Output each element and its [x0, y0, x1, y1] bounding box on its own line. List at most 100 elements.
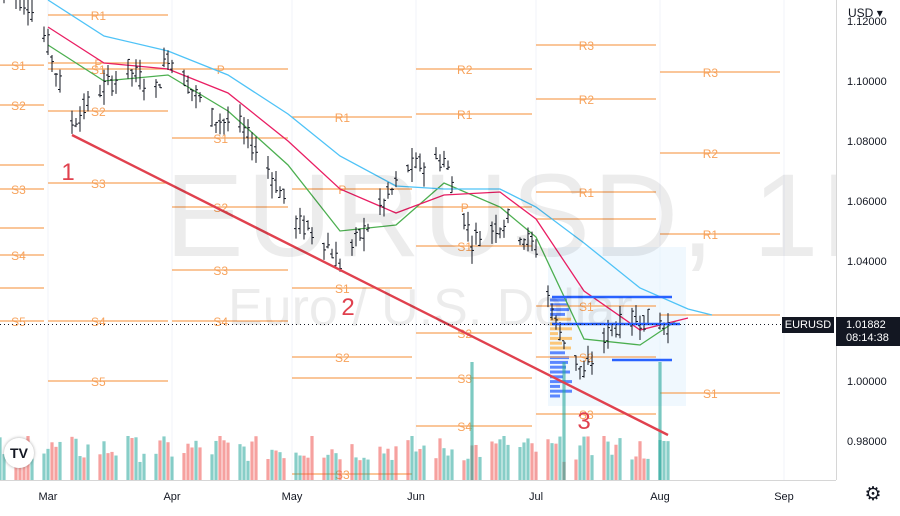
- volume-bar: [74, 438, 78, 480]
- pivot-label: S3: [213, 264, 228, 278]
- pivot-label: S4: [91, 315, 106, 329]
- pivot-label: R3: [703, 66, 719, 80]
- volume-bar: [462, 460, 466, 480]
- pivot-label: S2: [91, 105, 106, 119]
- pivot-label: R2: [457, 63, 473, 77]
- range-levels: [552, 295, 680, 362]
- month-tick-label: May: [282, 491, 303, 503]
- price-tick-label: 1.10000: [847, 76, 887, 88]
- volume-bar: [50, 442, 54, 480]
- volume-bar: [534, 451, 538, 480]
- volume-bar: [498, 439, 502, 480]
- gear-icon[interactable]: ⚙: [864, 484, 882, 505]
- profile-background: [548, 247, 686, 406]
- volume-bar: [606, 441, 610, 480]
- volume-bar: [634, 456, 638, 480]
- pivot-label: R2: [703, 147, 719, 161]
- moving-average-line: [47, 44, 677, 346]
- price-bars: [3, 0, 670, 380]
- volume-bar: [170, 456, 174, 480]
- volume-bar: [630, 459, 634, 480]
- price-tick-label: 1.00000: [847, 376, 887, 388]
- last-price-tag: 1.01882 08:14:38: [836, 316, 900, 346]
- volume-bar: [554, 443, 558, 480]
- volume-bar: [86, 444, 90, 480]
- volume-bar: [138, 461, 142, 480]
- volume-bar: [414, 451, 418, 480]
- pivot-label: S3: [457, 372, 472, 386]
- volume-bar: [278, 452, 282, 480]
- volume-bar: [110, 451, 114, 480]
- volume-bar: [586, 436, 590, 480]
- profile-row: [550, 375, 563, 379]
- chevron-down-icon: ▾: [876, 6, 883, 20]
- volume-bar: [322, 457, 326, 480]
- profile-row: [550, 332, 558, 336]
- volume-bar: [330, 449, 334, 480]
- profile-row: [550, 327, 572, 331]
- volume-bar: [30, 458, 34, 480]
- volume-bar: [578, 445, 582, 480]
- profile-row: [550, 360, 568, 364]
- volume-bar: [502, 436, 506, 480]
- month-tick-label: Aug: [650, 491, 670, 503]
- trend-line-group[interactable]: [71, 133, 669, 437]
- currency-label: USD: [848, 6, 874, 20]
- volume-bar: [102, 441, 106, 480]
- volume-bar: [58, 441, 62, 480]
- profile-row: [550, 389, 572, 393]
- pivot-label: S1: [213, 132, 228, 146]
- price-axis[interactable]: 1.120001.100001.080001.060001.040001.020…: [836, 0, 900, 480]
- volume-bar: [478, 456, 482, 480]
- volume-bar: [0, 437, 2, 480]
- volume-bar: [614, 444, 618, 480]
- volume-bar: [466, 458, 470, 480]
- volume-bar: [302, 455, 306, 480]
- pivot-label: S1: [579, 300, 594, 314]
- pivot-label: R2: [579, 93, 595, 107]
- volume-bar: [386, 448, 390, 480]
- volume-bar: [646, 458, 650, 480]
- volume-bar: [154, 453, 158, 480]
- pivot-label: S3: [91, 177, 106, 191]
- profile-row: [550, 351, 565, 355]
- profile-row: [550, 341, 562, 345]
- price-tick-label: 1.12000: [847, 16, 887, 28]
- volume-bar: [42, 453, 46, 480]
- pivot-levels: S1S2S3S4S5R1PS1S2S3S4S5PS1S2S3S4R1PS1S2S…: [0, 9, 780, 482]
- volume-bar: [238, 444, 242, 480]
- volume-bar: [590, 455, 594, 480]
- volume-bar: [218, 436, 222, 480]
- volume-bar: [2, 454, 6, 480]
- wave-label: 3: [577, 408, 590, 435]
- volume-bar: [358, 460, 362, 480]
- moving-average-line: [47, 0, 713, 316]
- profile-row: [550, 370, 570, 374]
- volume-bar: [526, 438, 530, 480]
- volume-bar: [334, 453, 338, 480]
- volume-bar: [186, 443, 190, 480]
- volume-bar: [162, 436, 166, 480]
- volume-bar: [326, 454, 330, 480]
- pivot-label: R3: [579, 39, 595, 53]
- profile-row: [550, 308, 569, 312]
- tradingview-logo[interactable]: TV: [4, 438, 34, 468]
- currency-dropdown[interactable]: USD ▾: [848, 6, 883, 20]
- volume-bar: [250, 441, 254, 480]
- volume-bar: [222, 440, 226, 480]
- volume-bar: [254, 436, 258, 480]
- profile-row: [550, 384, 560, 388]
- profile-row: [550, 298, 567, 302]
- volume-bar: [350, 444, 354, 480]
- volume-spike: [562, 362, 566, 480]
- pivot-label: S5: [11, 315, 26, 329]
- volume-bar: [662, 440, 666, 480]
- pivot-label: S1: [703, 387, 718, 401]
- volume-bar: [134, 437, 138, 480]
- time-axis[interactable]: Mar Apr May Jun Jul Aug Sep: [0, 480, 836, 511]
- pivot-label: S1: [91, 63, 106, 77]
- volume-bar: [198, 447, 202, 480]
- volume-spike: [470, 362, 474, 480]
- price-tick-label: 1.08000: [847, 136, 887, 148]
